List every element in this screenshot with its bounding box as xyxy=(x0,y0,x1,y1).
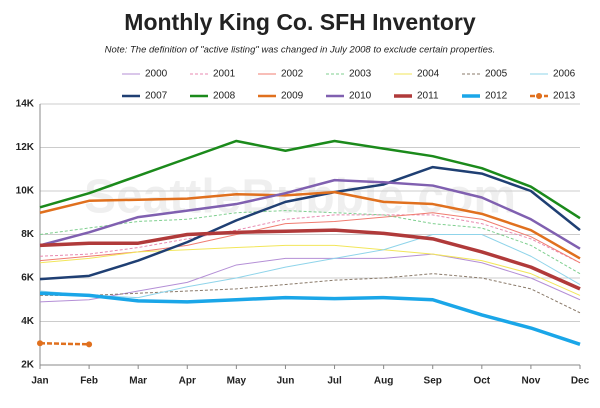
x-tick-label: Feb xyxy=(80,376,98,387)
series-line xyxy=(39,234,581,299)
x-tick-label: Apr xyxy=(179,376,196,387)
legend-label: 2005 xyxy=(485,69,508,80)
y-tick-label: 2K xyxy=(21,360,35,371)
series-line xyxy=(39,214,581,264)
legend-label: 2003 xyxy=(349,69,372,80)
y-tick-label: 10K xyxy=(16,186,35,197)
x-tick-label: May xyxy=(227,376,247,387)
series-line xyxy=(39,342,90,346)
legend-label: 2012 xyxy=(485,91,508,102)
legend-label: 2007 xyxy=(145,91,168,102)
x-tick-label: Aug xyxy=(374,376,393,387)
series-line xyxy=(39,244,581,296)
x-tick-label: Jan xyxy=(31,376,48,387)
series-line xyxy=(39,190,581,260)
legend-label: 2001 xyxy=(213,69,236,80)
series-line xyxy=(39,228,581,291)
y-tick-label: 6K xyxy=(21,273,35,284)
legend-marker xyxy=(536,93,542,99)
legend-label: 2013 xyxy=(553,91,576,102)
legend-label: 2000 xyxy=(145,69,168,80)
series-line xyxy=(39,165,581,281)
x-tick-label: Jul xyxy=(327,376,342,387)
y-tick-label: 4K xyxy=(21,316,35,327)
y-tick-label: 12K xyxy=(16,142,35,153)
legend-label: 2010 xyxy=(349,91,372,102)
x-tick-label: Oct xyxy=(473,376,490,387)
chart-subtitle: Note: The definition of "active listing"… xyxy=(105,45,496,56)
series-line xyxy=(40,273,581,314)
y-tick-label: 14K xyxy=(16,99,35,110)
series-line xyxy=(39,210,581,275)
x-tick-label: Dec xyxy=(571,376,590,387)
series-line xyxy=(39,178,581,250)
legend-label: 2004 xyxy=(417,69,440,80)
series-line xyxy=(39,253,581,303)
series-marker xyxy=(37,340,43,347)
legend-label: 2002 xyxy=(281,69,304,80)
series-marker xyxy=(86,341,93,348)
y-tick-label: 8K xyxy=(21,229,35,240)
x-tick-label: Jun xyxy=(277,376,295,387)
x-tick-label: Mar xyxy=(129,376,147,387)
series-line xyxy=(39,139,581,220)
series-line xyxy=(39,291,581,346)
legend-label: 2006 xyxy=(553,69,576,80)
legend-label: 2009 xyxy=(281,91,304,102)
x-tick-label: Nov xyxy=(521,376,540,387)
chart-title: Monthly King Co. SFH Inventory xyxy=(124,9,476,35)
x-tick-label: Sep xyxy=(424,376,442,387)
legend-label: 2011 xyxy=(417,91,439,102)
legend-label: 2008 xyxy=(213,91,236,102)
